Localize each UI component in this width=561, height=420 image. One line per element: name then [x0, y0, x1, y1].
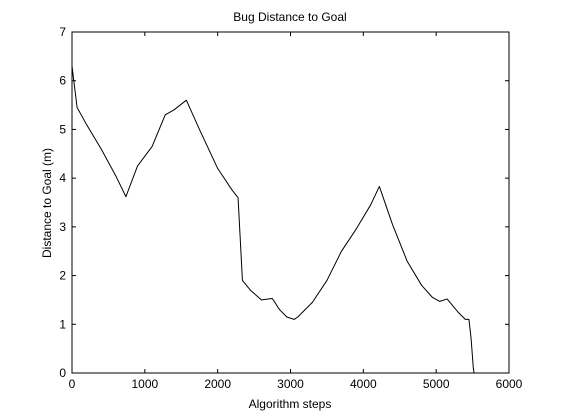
series-line	[71, 66, 475, 374]
y-tick-label: 5	[59, 122, 66, 136]
y-tick-label: 0	[59, 366, 66, 380]
x-tick-label: 5000	[423, 377, 450, 391]
y-tick-label: 3	[59, 220, 66, 234]
x-axis-label: Algorithm steps	[249, 397, 332, 411]
x-tick-label: 4000	[350, 377, 377, 391]
x-tick-label: 6000	[496, 377, 523, 391]
x-tick-label: 0	[69, 377, 76, 391]
y-tick-label: 7	[59, 25, 66, 39]
y-tick-label: 4	[59, 171, 66, 185]
y-tick-label: 1	[59, 317, 66, 331]
y-axis-label: Distance to Goal (m)	[40, 148, 54, 258]
y-tick-label: 2	[59, 269, 66, 283]
x-tick-label: 1000	[131, 377, 158, 391]
chart-title: Bug Distance to Goal	[233, 10, 346, 24]
y-tick-label: 6	[59, 74, 66, 88]
x-tick-label: 2000	[204, 377, 231, 391]
x-tick-label: 3000	[277, 377, 304, 391]
y-axis-ticks: 0 1 2 3 4 5 6 7	[59, 25, 509, 380]
x-axis-ticks: 0 1000 2000 3000 4000 5000 6000	[69, 32, 523, 391]
